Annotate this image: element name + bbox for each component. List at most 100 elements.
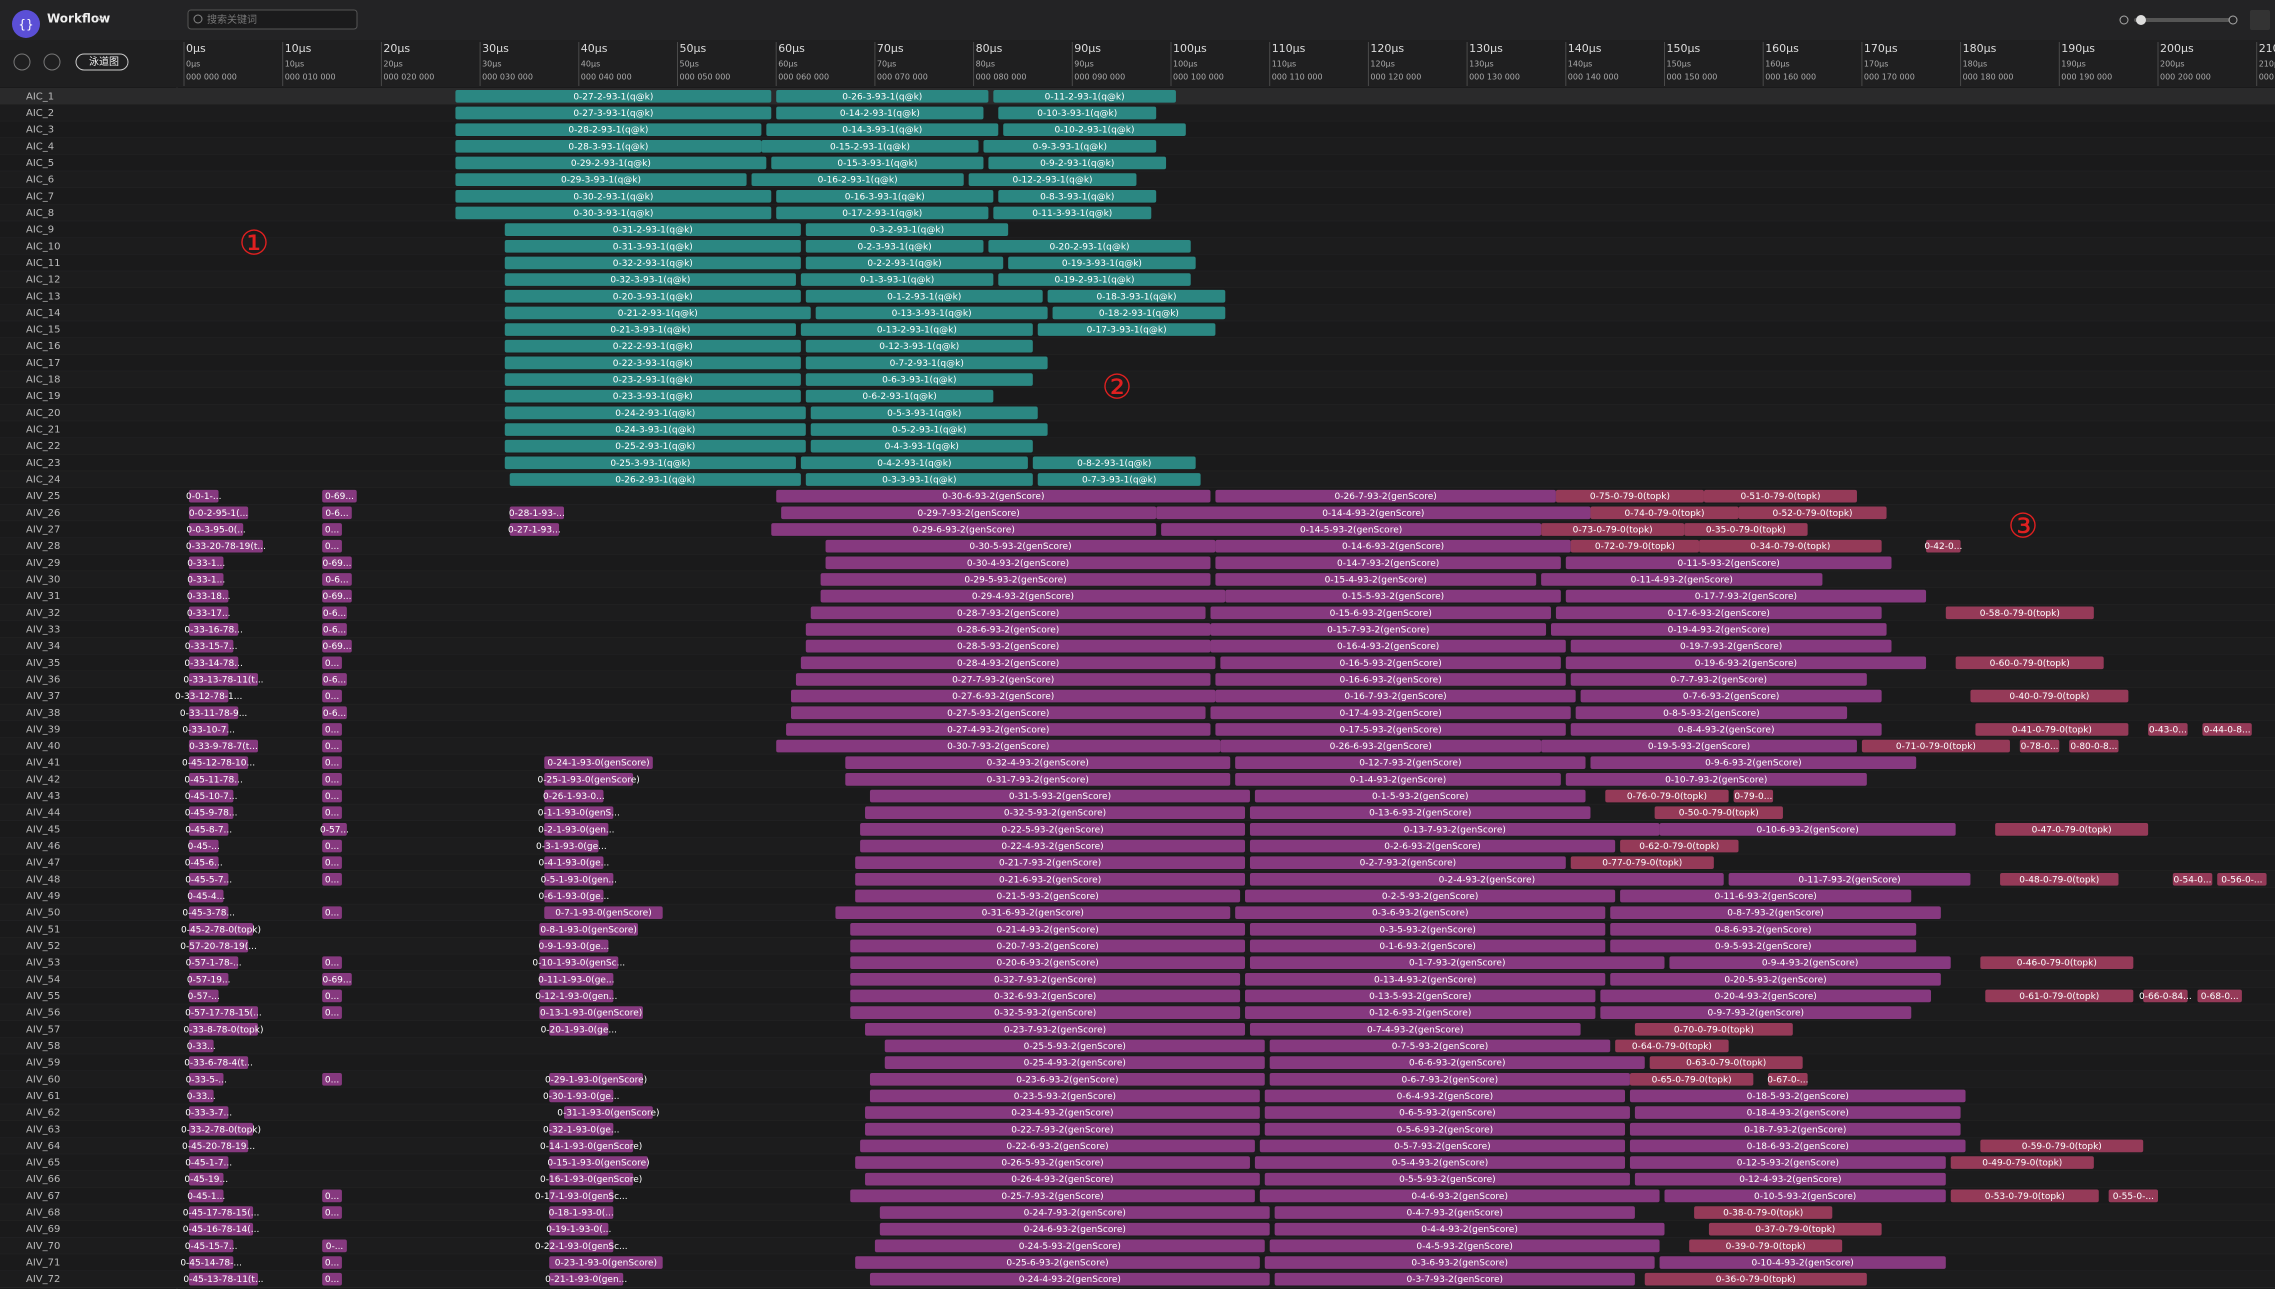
task-bar[interactable] [188,806,234,820]
task-bar[interactable] [188,1072,224,1086]
lane-name[interactable]: AIV_45 [26,824,60,835]
task-bar[interactable] [1541,523,1685,536]
lane-name[interactable]: AIV_50 [26,908,60,919]
task-bar[interactable] [322,789,342,803]
lane-name[interactable]: AIC_16 [26,341,61,352]
task-bar[interactable] [322,506,352,520]
task-bar[interactable] [504,356,801,370]
task-bar[interactable] [800,456,1028,470]
task-bar[interactable] [188,573,224,586]
task-bar[interactable] [188,1272,259,1286]
task-bar[interactable] [776,189,994,203]
task-bar[interactable] [188,873,229,886]
task-bar[interactable] [1259,1189,1660,1203]
task-bar[interactable] [869,1072,1265,1086]
task-bar[interactable] [850,989,1241,1003]
task-bar[interactable] [1703,489,1857,503]
task-bar[interactable] [1570,673,1867,686]
task-bar[interactable] [2108,1189,2158,1203]
lane-name[interactable]: AIV_33 [26,624,60,635]
task-bar[interactable] [791,706,1206,720]
task-bar[interactable] [322,673,347,686]
task-bar[interactable] [188,1189,224,1203]
task-bar[interactable] [1570,639,1892,653]
task-bar[interactable] [874,1239,1265,1253]
lane-name[interactable]: AIC_24 [26,475,61,486]
task-bar[interactable] [539,989,614,1003]
task-bar[interactable] [800,656,1216,670]
task-bar[interactable] [1264,1256,1655,1269]
task-bar[interactable] [1249,873,1724,886]
task-bar[interactable] [1254,1156,1626,1169]
task-bar[interactable] [188,1106,229,1119]
task-bar[interactable] [1980,1139,2144,1153]
task-bar[interactable] [2172,873,2213,886]
lane[interactable] [0,421,2275,438]
lane-name[interactable]: AIC_13 [26,291,61,302]
task-bar[interactable] [1210,639,1566,653]
task-bar[interactable] [855,873,1246,886]
lane-name[interactable]: AIV_31 [26,591,60,602]
task-bar[interactable] [509,523,560,536]
task-bar[interactable] [776,106,984,120]
task-bar[interactable] [850,972,1241,986]
task-bar[interactable] [1249,1022,1581,1036]
task-bar[interactable] [188,1122,254,1136]
task-bar[interactable] [544,789,604,803]
lane-name[interactable]: AIV_36 [26,674,60,685]
task-bar[interactable] [1629,1156,1946,1169]
task-bar[interactable] [1708,1222,1882,1236]
task-bar[interactable] [1235,906,1606,919]
lane-name[interactable]: AIC_10 [26,241,61,252]
lane[interactable] [0,171,2275,188]
task-bar[interactable] [1738,506,1887,520]
lane-name[interactable]: AIV_61 [26,1091,60,1102]
task-bar[interactable] [805,239,984,253]
task-bar[interactable] [1610,923,1917,936]
task-bar[interactable] [805,356,1048,370]
task-bar[interactable] [1926,539,1961,553]
lane-name[interactable]: AIC_22 [26,441,61,452]
task-bar[interactable] [1570,539,1700,553]
task-bar[interactable] [860,839,1246,853]
lane-name[interactable]: AIV_72 [26,1274,60,1285]
task-bar[interactable] [504,306,811,320]
fit-button[interactable] [2250,10,2270,30]
lane-name[interactable]: AIV_57 [26,1024,60,1035]
task-bar[interactable] [544,839,599,853]
task-bar[interactable] [845,773,1231,786]
task-bar[interactable] [322,773,342,786]
task-bar[interactable] [1249,806,1591,820]
task-bar[interactable] [188,856,219,870]
lane[interactable] [0,221,2275,238]
task-bar[interactable] [820,573,1211,586]
task-bar[interactable] [188,506,249,520]
task-bar[interactable] [455,90,772,103]
lane-name[interactable]: AIV_49 [26,891,60,902]
lane-name[interactable]: AIC_14 [26,308,61,319]
task-bar[interactable] [781,506,1157,520]
task-bar[interactable] [188,789,234,803]
task-bar[interactable] [1629,1139,1966,1153]
task-bar[interactable] [322,623,347,636]
task-bar[interactable] [188,1222,254,1236]
task-bar[interactable] [1235,756,1586,770]
task-bar[interactable] [1970,689,2129,703]
lane-name[interactable]: AIV_67 [26,1191,60,1202]
task-bar[interactable] [509,473,801,486]
task-bar[interactable] [188,739,259,753]
task-bar[interactable] [810,406,1038,420]
task-bar[interactable] [993,90,1176,103]
task-bar[interactable] [1245,972,1606,986]
task-bar[interactable] [188,839,219,853]
task-bar[interactable] [188,939,249,953]
task-bar[interactable] [2019,739,2060,753]
search-box[interactable] [187,9,358,30]
task-bar[interactable] [805,473,1033,486]
task-bar[interactable] [761,139,979,153]
task-bar[interactable] [805,639,1211,653]
task-bar[interactable] [322,589,352,603]
task-bar[interactable] [860,1139,1255,1153]
task-bar[interactable] [1565,589,1927,603]
task-bar[interactable] [188,1172,224,1186]
